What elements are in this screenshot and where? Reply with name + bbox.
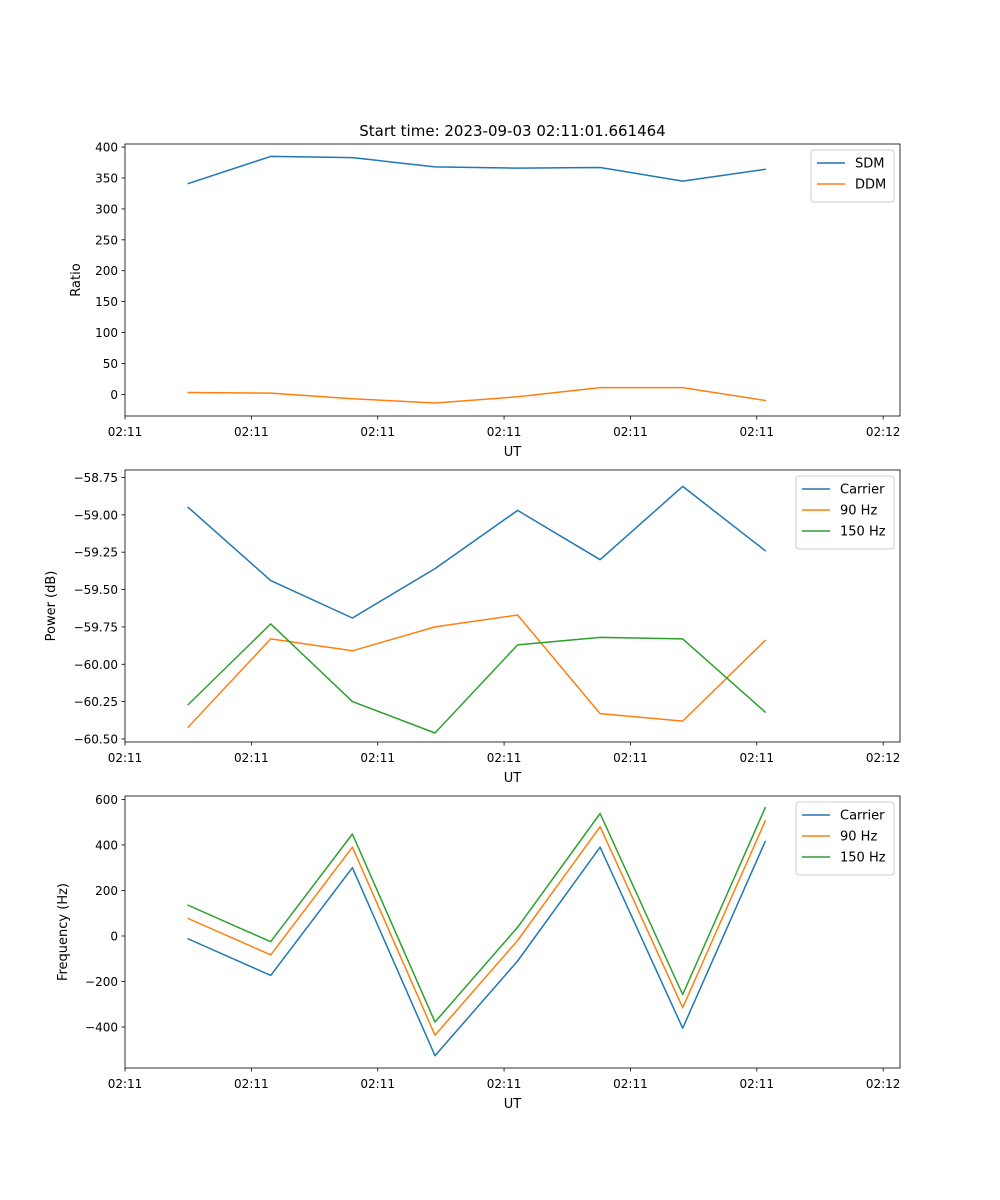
legend-label: 90 Hz: [840, 830, 877, 845]
y-tick-label: −60.25: [74, 695, 118, 709]
x-axis-label: UT: [504, 445, 522, 460]
x-tick-label: 02:12: [866, 1077, 901, 1091]
series-line-sdm: [187, 155, 767, 185]
x-tick-label: 02:11: [487, 1077, 522, 1091]
x-tick-label: 02:12: [866, 425, 901, 439]
legend: Carrier 90 Hz 150 Hz: [795, 801, 895, 876]
x-tick-label: 02:11: [360, 425, 395, 439]
legend-label: 150 Hz: [840, 525, 886, 540]
y-tick-label: −200: [85, 975, 118, 989]
y-tick-label: 350: [95, 172, 118, 186]
legend-label: SDM: [855, 157, 884, 172]
x-tick-label: 02:11: [487, 425, 522, 439]
x-tick-label: 02:11: [108, 1077, 143, 1091]
y-tick-label: 0: [110, 929, 118, 943]
x-axis-label: UT: [504, 771, 522, 786]
series-line-carrier: [187, 840, 767, 1057]
x-tick-label: 02:11: [739, 751, 774, 765]
figure-title: Start time: 2023-09-03 02:11:01.661464: [359, 122, 665, 140]
y-tick-label: −59.00: [74, 508, 118, 522]
y-tick-label: 600: [95, 793, 118, 807]
x-tick-label: 02:11: [739, 425, 774, 439]
y-tick-label: 100: [95, 326, 118, 340]
y-tick-label: 300: [95, 202, 118, 216]
series-line-90-hz: [187, 614, 767, 729]
x-tick-label: 02:11: [234, 425, 269, 439]
series-line-150-hz: [187, 806, 767, 1023]
legend-label: Carrier: [840, 809, 885, 824]
legend-label: 90 Hz: [840, 504, 877, 519]
y-axis-label: Ratio: [69, 263, 84, 296]
x-tick-label: 02:11: [234, 751, 269, 765]
legend-label: Carrier: [840, 483, 885, 498]
x-axis-label: UT: [504, 1097, 522, 1112]
axes-frame: [124, 795, 901, 1069]
subplot-1: 02:11 02:11 02:11 02:11 02:11 02:11 02:12 0 50 10…: [69, 141, 900, 460]
legend: SDM DDM: [810, 149, 895, 203]
y-tick-label: 200: [95, 884, 118, 898]
x-tick-label: 02:11: [613, 1077, 648, 1091]
x-tick-label: 02:12: [866, 751, 901, 765]
legend-label: 150 Hz: [840, 851, 886, 866]
x-tick-label: 02:11: [613, 425, 648, 439]
subplot-2: 02:11 02:11 02:11 02:11 02:11 02:11 02:12 −60.5…: [44, 469, 901, 786]
y-tick-label: 200: [95, 264, 118, 278]
y-tick-label: 400: [95, 838, 118, 852]
x-tick-label: 02:11: [360, 1077, 395, 1091]
y-tick-label: 400: [95, 141, 118, 155]
y-tick-label: −58.75: [74, 471, 118, 485]
y-axis-label: Power (dB): [44, 571, 59, 642]
x-tick-label: 02:11: [108, 425, 143, 439]
plots: 02:11 02:11 02:11 02:11 02:11 02:11 02:12 0 50 10…: [44, 141, 900, 1112]
y-tick-label: −400: [85, 1021, 118, 1035]
y-tick-label: 0: [110, 388, 118, 402]
legend: Carrier 90 Hz 150 Hz: [795, 475, 895, 550]
y-tick-label: −59.50: [74, 583, 118, 597]
x-tick-label: 02:11: [234, 1077, 269, 1091]
axes-frame: [124, 469, 901, 743]
x-tick-label: 02:11: [613, 751, 648, 765]
series-line-ddm: [187, 386, 767, 404]
y-axis-label: Frequency (Hz): [56, 883, 71, 981]
series-line-150-hz: [187, 623, 767, 734]
legend-label: DDM: [855, 178, 886, 193]
y-tick-label: 250: [95, 233, 118, 247]
x-tick-label: 02:11: [487, 751, 522, 765]
axes-frame: [124, 143, 901, 417]
series-line-90-hz: [187, 820, 767, 1036]
y-tick-label: −59.25: [74, 546, 118, 560]
x-tick-label: 02:11: [739, 1077, 774, 1091]
y-tick-label: −60.50: [74, 733, 118, 747]
y-tick-label: −59.75: [74, 620, 118, 634]
y-tick-label: 50: [103, 357, 118, 371]
y-tick-label: −60.00: [74, 658, 118, 672]
series-line-carrier: [187, 485, 767, 619]
x-tick-label: 02:11: [360, 751, 395, 765]
x-tick-label: 02:11: [108, 751, 143, 765]
y-tick-label: 150: [95, 295, 118, 309]
subplot-3: 02:11 02:11 02:11 02:11 02:11 02:11 02:12 −400 −…: [56, 793, 900, 1112]
